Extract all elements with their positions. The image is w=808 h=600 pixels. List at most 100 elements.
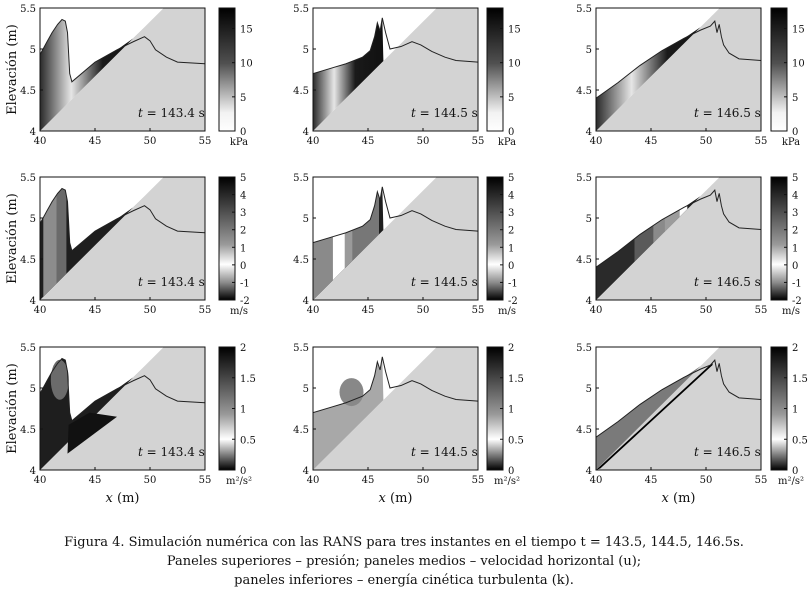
colorbar-tick-label: 1 (240, 243, 246, 254)
beach-slope (40, 8, 205, 131)
y-tick-label: 4 (303, 127, 309, 138)
y-tick-label: 4.5 (576, 255, 592, 266)
water-field (596, 351, 715, 470)
y-tick-label: 4 (30, 296, 36, 307)
water-field (40, 19, 145, 131)
tke-eddy (339, 378, 364, 407)
beach-slope (313, 177, 478, 300)
colorbar-tick-label: 1 (240, 405, 246, 416)
panel-r0-c0: 40 45 50 55 4 4.5 5 5.5 t = 143.4 s 0 5 10 15 kPa (20, 4, 253, 148)
x-tick-label: 40 (590, 136, 603, 147)
time-label: t = 144.5 s (411, 275, 478, 289)
colorbar-tick-label: 5 (792, 93, 798, 104)
panel-r0-c2: 40 45 50 55 4 4.5 5 5.5 t = 146.5 s 0 5 10 15 kPa (576, 4, 805, 148)
colorbar-unit-label: m/s (782, 306, 800, 317)
y-tick-label: 5.5 (576, 173, 592, 184)
colorbar-tick-label: -1 (508, 278, 518, 289)
free-surface-line (596, 189, 761, 268)
colorbar-tick-label: 15 (792, 25, 805, 36)
x-tick-label: 40 (307, 305, 320, 316)
colorbar-tick-label: -2 (792, 296, 802, 307)
colorbar (218, 176, 236, 301)
x-tick-label: 50 (700, 305, 713, 316)
y-tick-label: 4 (303, 296, 309, 307)
y-tick-label: 5.5 (576, 4, 592, 15)
free-surface-line (313, 356, 478, 414)
panel-r2-c0: 40 45 50 55 4 4.5 5 5.5 t = 143.4 s 0 0.5 1 1.5 2 m²/s… (20, 343, 256, 506)
y-tick-label: 4 (586, 127, 592, 138)
x-tick-label: 50 (417, 305, 430, 316)
y-tick-label: 4 (30, 466, 36, 477)
colorbar-tick-label: 2 (792, 226, 798, 237)
y-tick-label: 4 (586, 296, 592, 307)
x-tick-label: 40 (34, 136, 47, 147)
x-tick-label: 50 (417, 136, 430, 147)
colorbar-tick-label: 1 (792, 405, 798, 416)
colorbar-unit-label: m/s (230, 306, 248, 317)
colorbar-tick-label: -2 (240, 296, 250, 307)
x-axis-label: x (m) (106, 491, 140, 506)
axes-frame (595, 7, 762, 132)
colorbar-tick-label: 5 (508, 93, 514, 104)
x-tick-label: 40 (590, 305, 603, 316)
x-tick-label: 50 (417, 475, 430, 486)
y-tick-label: 5.5 (20, 173, 36, 184)
colorbar-unit-label: m/s (498, 306, 516, 317)
time-label: t = 146.5 s (694, 106, 761, 120)
axes-frame (39, 176, 206, 301)
colorbar-tick-label: 1.5 (792, 374, 808, 385)
y-tick-label: 4 (586, 466, 592, 477)
axes-frame (39, 7, 206, 132)
colorbar-tick-label: 2 (508, 226, 514, 237)
y-tick-label: 5.5 (20, 343, 36, 354)
y-tick-label: 5 (303, 45, 309, 56)
panel-r2-c1: 40 45 50 55 4 4.5 5 5.5 t = 144.5 s 0 0.5 1 1.5 2 m²/s… (293, 343, 524, 506)
colorbar-unit-label: m²/s² (778, 476, 804, 487)
free-surface-line (313, 17, 478, 75)
colorbar-tick-label: -1 (792, 278, 802, 289)
free-surface-line (40, 187, 205, 252)
colorbar-tick-label: 0 (508, 466, 514, 477)
colorbar-tick-label: 1 (508, 405, 514, 416)
y-tick-label: 5 (586, 384, 592, 395)
colorbar-tick-label: -1 (240, 278, 250, 289)
panel-r2-c2: 40 45 50 55 4 4.5 5 5.5 t = 146.5 s 0 0.5 1 1.5 2 m²/s… (576, 343, 808, 506)
x-tick-label: 45 (645, 475, 658, 486)
colorbar-tick-label: 4 (792, 191, 798, 202)
velocity-band (43, 188, 57, 297)
y-tick-label: 5 (303, 214, 309, 225)
colorbar-tick-label: -2 (508, 296, 518, 307)
y-tick-label: 5 (586, 214, 592, 225)
colorbar-tick-label: 1.5 (240, 374, 256, 385)
free-surface-line (40, 18, 205, 83)
colorbar-unit-label: kPa (782, 137, 800, 148)
x-tick-label: 45 (89, 475, 102, 486)
colorbar-tick-label: 2 (508, 343, 514, 354)
colorbar-tick-label: 0 (792, 466, 798, 477)
x-tick-label: 55 (472, 475, 485, 486)
x-axis-label: x (m) (379, 491, 413, 506)
x-tick-label: 45 (645, 136, 658, 147)
x-tick-label: 40 (34, 305, 47, 316)
colorbar (218, 7, 236, 132)
y-tick-label: 4.5 (576, 425, 592, 436)
y-tick-label: 4.5 (20, 425, 36, 436)
y-tick-label: 4.5 (293, 255, 309, 266)
x-tick-label: 45 (645, 305, 658, 316)
colorbar-tick-label: 3 (508, 208, 514, 219)
x-tick-label: 55 (755, 475, 768, 486)
y-tick-label: 5.5 (293, 4, 309, 15)
colorbar-tick-label: 4 (508, 191, 514, 202)
colorbar-tick-label: 1.5 (508, 374, 524, 385)
time-label: t = 143.4 s (138, 275, 205, 289)
colorbar-tick-label: 0 (792, 261, 798, 272)
colorbar-tick-label: 5 (792, 173, 798, 184)
time-label: t = 146.5 s (694, 445, 761, 459)
colorbar-tick-label: 0.5 (792, 435, 808, 446)
velocity-band (332, 186, 345, 281)
colorbar-tick-label: 5 (240, 93, 246, 104)
axes-frame (312, 7, 479, 132)
figure-caption: Figura 4. Simulación numérica con las RA… (0, 533, 808, 590)
